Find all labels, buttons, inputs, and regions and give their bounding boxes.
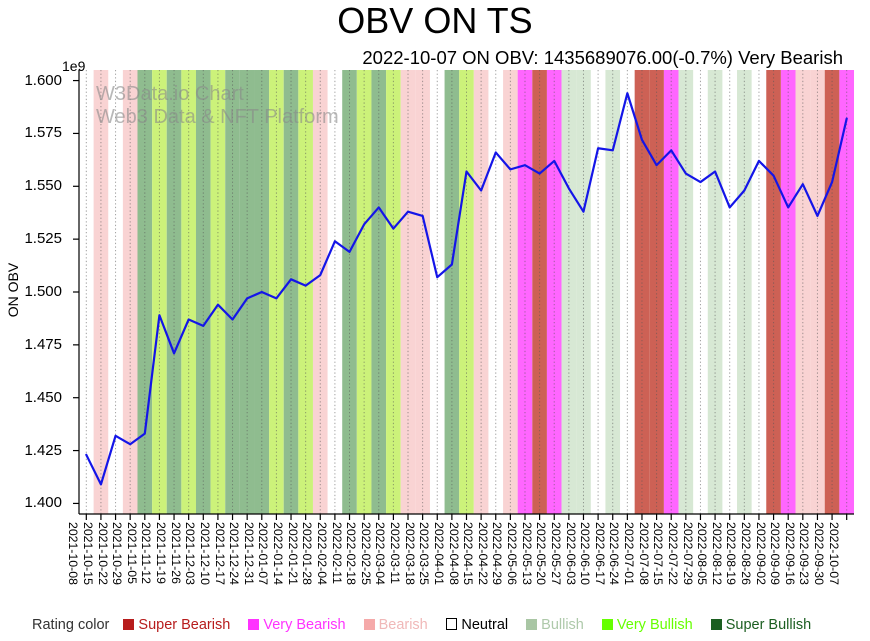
svg-text:Web3 Data & NFT Platform: Web3 Data & NFT Platform (96, 106, 339, 128)
svg-text:W3Data.io Chart: W3Data.io Chart (96, 83, 244, 105)
